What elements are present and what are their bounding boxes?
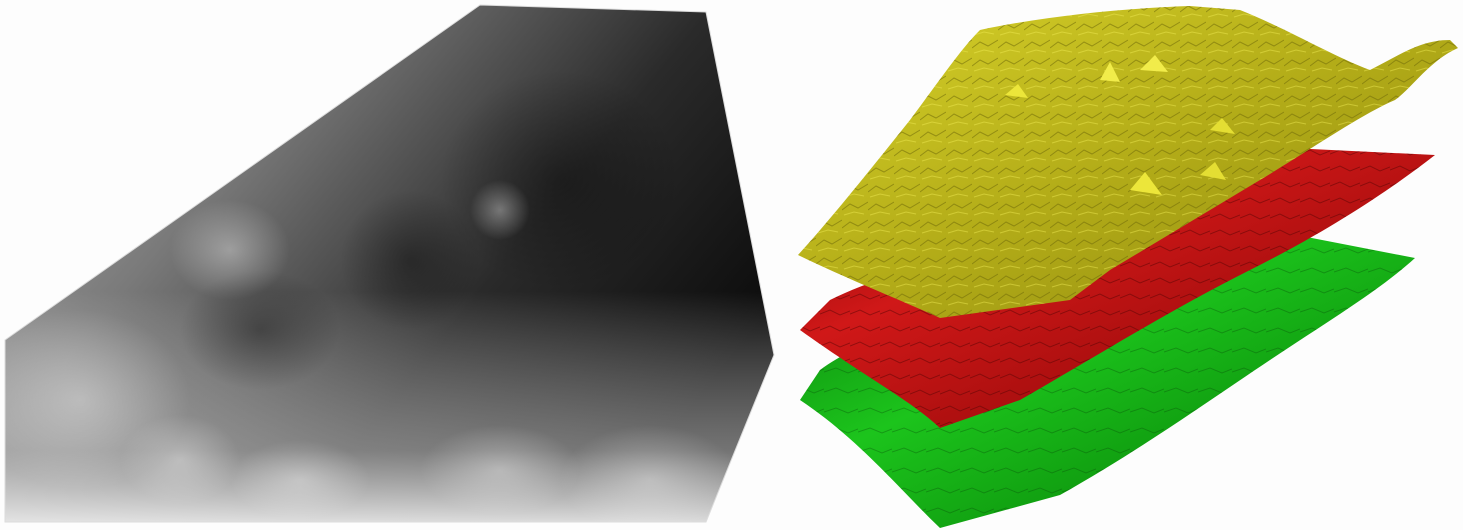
stacked-surfaces-panel xyxy=(790,0,1463,530)
grayscale-map-panel xyxy=(4,4,775,523)
green-surface-layer xyxy=(800,228,1415,528)
red-surface-layer xyxy=(800,145,1435,428)
grayscale-map-image xyxy=(4,4,775,523)
yellow-surface-layer xyxy=(798,6,1458,318)
stacked-surfaces-image xyxy=(798,6,1458,528)
